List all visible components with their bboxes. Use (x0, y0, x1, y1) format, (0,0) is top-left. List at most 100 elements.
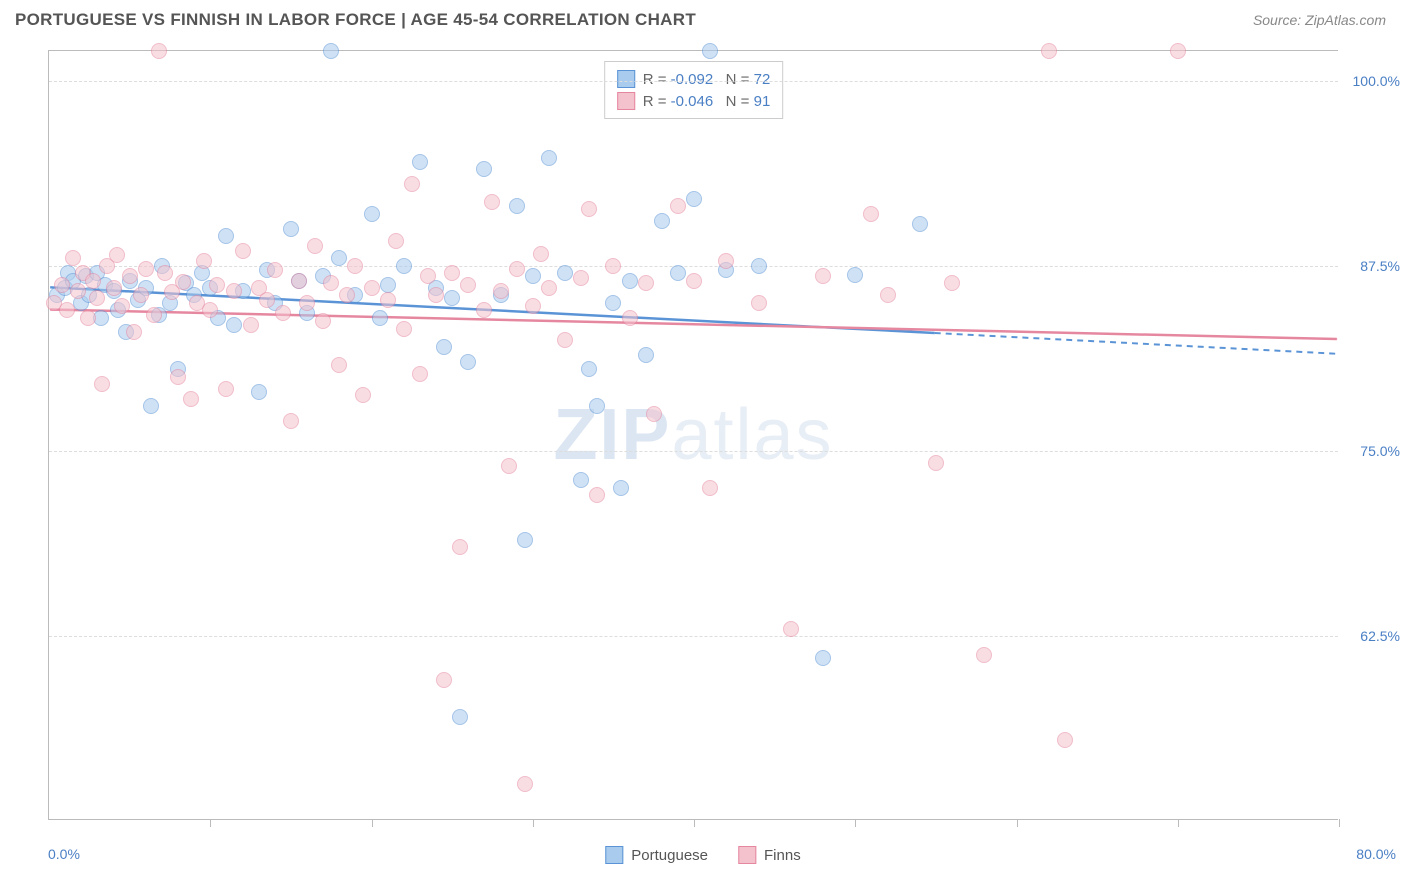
y-tick-label: 100.0% (1353, 73, 1400, 89)
data-point (944, 275, 960, 291)
data-point (275, 305, 291, 321)
data-point (283, 221, 299, 237)
data-point (436, 339, 452, 355)
data-point (183, 391, 199, 407)
legend-row: R = -0.046 N = 91 (617, 90, 771, 112)
data-point (109, 247, 125, 263)
data-point (226, 283, 242, 299)
data-point (686, 273, 702, 289)
x-tick (855, 819, 856, 827)
data-point (94, 376, 110, 392)
data-point (70, 283, 86, 299)
data-point (1057, 732, 1073, 748)
data-point (605, 295, 621, 311)
data-point (412, 154, 428, 170)
data-point (928, 455, 944, 471)
legend-label: Finns (764, 847, 801, 864)
legend-swatch (617, 70, 635, 88)
data-point (218, 381, 234, 397)
data-point (331, 357, 347, 373)
x-axis-max-label: 80.0% (1356, 846, 1396, 862)
data-point (404, 176, 420, 192)
data-point (557, 332, 573, 348)
legend-stats: R = -0.046 N = 91 (643, 93, 771, 110)
data-point (525, 298, 541, 314)
data-point (452, 709, 468, 725)
data-point (686, 191, 702, 207)
data-point (863, 206, 879, 222)
data-point (1041, 43, 1057, 59)
data-point (605, 258, 621, 274)
data-point (209, 277, 225, 293)
data-point (533, 246, 549, 262)
data-point (509, 198, 525, 214)
data-point (339, 287, 355, 303)
data-point (380, 292, 396, 308)
legend-item: Portuguese (605, 846, 708, 864)
data-point (976, 647, 992, 663)
data-point (718, 253, 734, 269)
data-point (484, 194, 500, 210)
data-point (291, 273, 307, 289)
y-tick-label: 87.5% (1360, 258, 1400, 274)
x-tick (1178, 819, 1179, 827)
x-tick (210, 819, 211, 827)
data-point (170, 369, 186, 385)
x-tick (1017, 819, 1018, 827)
data-point (517, 776, 533, 792)
chart-plot-area: ZIPatlas R = -0.092 N = 72R = -0.046 N =… (48, 50, 1338, 820)
data-point (783, 621, 799, 637)
data-point (815, 650, 831, 666)
data-point (372, 310, 388, 326)
data-point (493, 283, 509, 299)
x-tick (694, 819, 695, 827)
data-point (847, 267, 863, 283)
data-point (460, 277, 476, 293)
data-point (622, 273, 638, 289)
data-point (880, 287, 896, 303)
data-point (196, 253, 212, 269)
data-point (702, 480, 718, 496)
data-point (428, 287, 444, 303)
data-point (114, 298, 130, 314)
data-point (126, 324, 142, 340)
data-point (436, 672, 452, 688)
data-point (589, 487, 605, 503)
data-point (573, 270, 589, 286)
data-point (157, 265, 173, 281)
x-tick (1339, 819, 1340, 827)
data-point (702, 43, 718, 59)
data-point (364, 206, 380, 222)
data-point (259, 292, 275, 308)
data-point (267, 262, 283, 278)
data-point (420, 268, 436, 284)
data-point (89, 290, 105, 306)
legend-label: Portuguese (631, 847, 708, 864)
data-point (175, 274, 191, 290)
data-point (146, 307, 162, 323)
data-point (133, 287, 149, 303)
data-point (143, 398, 159, 414)
data-point (299, 295, 315, 311)
data-point (460, 354, 476, 370)
data-point (226, 317, 242, 333)
data-point (573, 472, 589, 488)
data-point (581, 361, 597, 377)
trend-line-dashed (935, 333, 1337, 354)
data-point (218, 228, 234, 244)
legend-row: R = -0.092 N = 72 (617, 68, 771, 90)
data-point (355, 387, 371, 403)
data-point (122, 268, 138, 284)
x-tick (533, 819, 534, 827)
trend-lines (49, 51, 1338, 819)
data-point (517, 532, 533, 548)
legend-stats: R = -0.092 N = 72 (643, 71, 771, 88)
data-point (638, 275, 654, 291)
data-point (622, 310, 638, 326)
data-point (613, 480, 629, 496)
data-point (476, 161, 492, 177)
data-point (396, 258, 412, 274)
data-point (202, 302, 218, 318)
data-point (388, 233, 404, 249)
x-tick (372, 819, 373, 827)
